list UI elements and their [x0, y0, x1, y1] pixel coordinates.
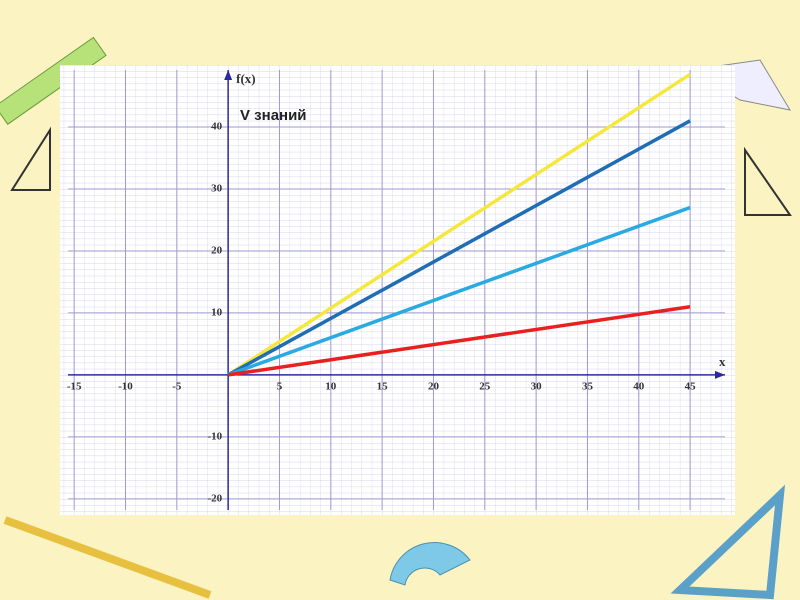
data-line — [227, 305, 691, 377]
x-tick-label: 25 — [479, 380, 491, 392]
x-tick-label: 30 — [531, 380, 543, 392]
y-tick-label: 40 — [211, 121, 223, 133]
x-tick-label: 35 — [582, 380, 594, 392]
x-tick-label: 20 — [428, 380, 440, 392]
x-axis-arrow — [715, 370, 725, 379]
x-axis-label: x — [719, 354, 726, 369]
data-line — [227, 205, 691, 377]
x-tick-label: -5 — [172, 380, 182, 392]
y-tick-label: 20 — [211, 244, 223, 256]
x-tick-label: 45 — [685, 380, 697, 392]
data-line — [227, 119, 691, 377]
decor — [0, 36, 792, 600]
y-axis-label: f(x) — [236, 71, 256, 86]
x-tick-label: 10 — [325, 380, 337, 392]
x-tick-label: 15 — [377, 380, 389, 392]
y-tick-label: 30 — [211, 183, 223, 195]
y-tick-label: -10 — [207, 430, 222, 442]
data-line — [227, 72, 692, 377]
x-tick-label: -15 — [67, 380, 82, 392]
y-axis-arrow — [224, 70, 233, 80]
annotation: V знаний — [240, 107, 307, 124]
graph-paper — [60, 65, 735, 515]
x-tick-label: -10 — [118, 380, 133, 392]
y-tick-label: -20 — [207, 492, 222, 504]
x-tick-label: 40 — [633, 380, 645, 392]
y-tick-label: 10 — [211, 306, 223, 318]
x-tick-label: 5 — [277, 380, 283, 392]
